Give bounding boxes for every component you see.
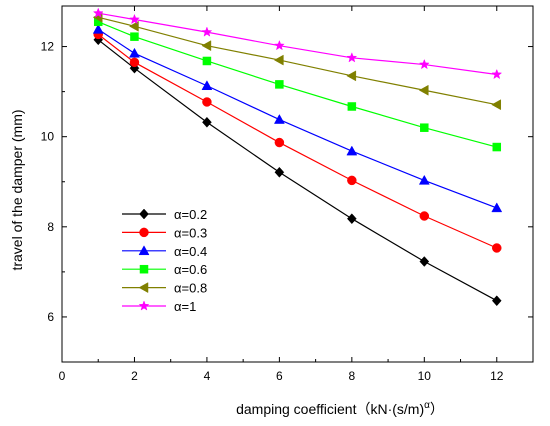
data-point — [92, 23, 104, 34]
data-point — [130, 32, 139, 41]
data-point — [202, 97, 212, 107]
legend-marker — [139, 208, 149, 220]
legend-label: α=0.3 — [174, 225, 207, 240]
legend-label: α=0.4 — [174, 244, 207, 259]
y-tick-label: 6 — [47, 310, 54, 324]
plot-frame — [61, 5, 534, 363]
data-point — [273, 54, 284, 66]
data-point — [346, 52, 358, 63]
data-point — [347, 175, 357, 186]
x-axis-title-main: damping coefficient（kN·(s/m) — [236, 401, 424, 417]
data-point — [201, 40, 212, 52]
data-point — [92, 7, 104, 18]
x-axis-title-close: ） — [430, 401, 444, 417]
series-line — [98, 16, 497, 106]
legend-entry: α=0.6 — [122, 262, 207, 277]
y-tick-label: 12 — [41, 40, 55, 54]
legend-label: α=0.6 — [174, 262, 207, 277]
legend-marker — [139, 227, 149, 238]
data-point — [418, 84, 429, 96]
legend: α=0.2 α=0.3 α=0.4 α=0.6 α=0.8 α=1 — [122, 207, 207, 314]
series-triangle-left — [92, 11, 502, 111]
data-point — [346, 145, 358, 156]
y-tick-label: 8 — [47, 220, 54, 234]
data-point — [201, 80, 213, 91]
data-point — [347, 102, 357, 111]
data-point — [491, 99, 502, 111]
axes-frame: 0 2 4 6 8 10 12 6 8 10 12 — [41, 5, 534, 383]
data-point — [201, 26, 213, 37]
series-line — [98, 12, 497, 76]
data-point — [273, 114, 285, 124]
x-tick-label: 4 — [204, 369, 211, 383]
series-square — [93, 17, 502, 152]
data-point — [128, 20, 139, 32]
data-point — [202, 116, 212, 128]
data-point — [419, 256, 430, 267]
data-point — [273, 39, 285, 51]
x-tick-label: 12 — [490, 369, 504, 383]
legend-marker — [138, 282, 149, 294]
series-star — [92, 7, 503, 80]
x-axis-title-exponent: α — [424, 400, 430, 411]
data-point — [492, 243, 502, 253]
legend-entry: α=0.8 — [122, 281, 207, 296]
data-point — [418, 174, 430, 185]
x-tick-label: 0 — [59, 369, 66, 383]
data-point — [129, 57, 140, 68]
legend-entry: α=0.2 — [122, 207, 207, 222]
legend-entry: α=0.3 — [122, 225, 207, 240]
data-point — [419, 211, 430, 221]
series-line — [98, 21, 497, 148]
axis-labels: travel of the damper (mm) damping coeffi… — [9, 109, 444, 417]
legend-marker — [139, 264, 149, 274]
legend-marker — [138, 245, 150, 256]
series-diamond — [93, 34, 502, 307]
x-axis-title: damping coefficient（kN·(s/m)α） — [236, 400, 444, 417]
data-point — [346, 70, 357, 82]
series-triangle-up — [92, 23, 503, 213]
data-point — [492, 142, 502, 152]
data-point — [347, 213, 357, 225]
x-tick-label: 6 — [276, 369, 283, 383]
data-point — [491, 295, 502, 307]
legend-marker — [138, 300, 150, 311]
x-tick-label: 8 — [349, 369, 356, 383]
y-axis-title: travel of the damper (mm) — [9, 109, 25, 270]
data-point — [274, 166, 285, 178]
data-point — [274, 137, 285, 148]
legend-label: α=1 — [174, 299, 196, 314]
data-point — [418, 58, 430, 70]
x-tick-label: 2 — [131, 369, 138, 383]
series-line — [97, 28, 497, 209]
data-point — [275, 80, 284, 89]
series-group — [92, 7, 503, 307]
data-point — [491, 68, 503, 80]
legend-entry: α=1 — [122, 299, 196, 314]
x-tick-label: 10 — [418, 369, 432, 383]
legend-label: α=0.8 — [174, 281, 207, 296]
y-tick-label: 10 — [41, 130, 55, 144]
legend-label: α=0.2 — [174, 207, 207, 222]
legend-entry: α=0.4 — [122, 244, 207, 259]
data-point — [129, 62, 140, 74]
data-point — [129, 47, 140, 58]
data-point — [420, 123, 429, 132]
data-point — [491, 202, 503, 213]
data-point — [202, 56, 212, 66]
series-line — [97, 39, 498, 302]
series-circle — [93, 29, 502, 253]
data-point — [129, 13, 140, 25]
